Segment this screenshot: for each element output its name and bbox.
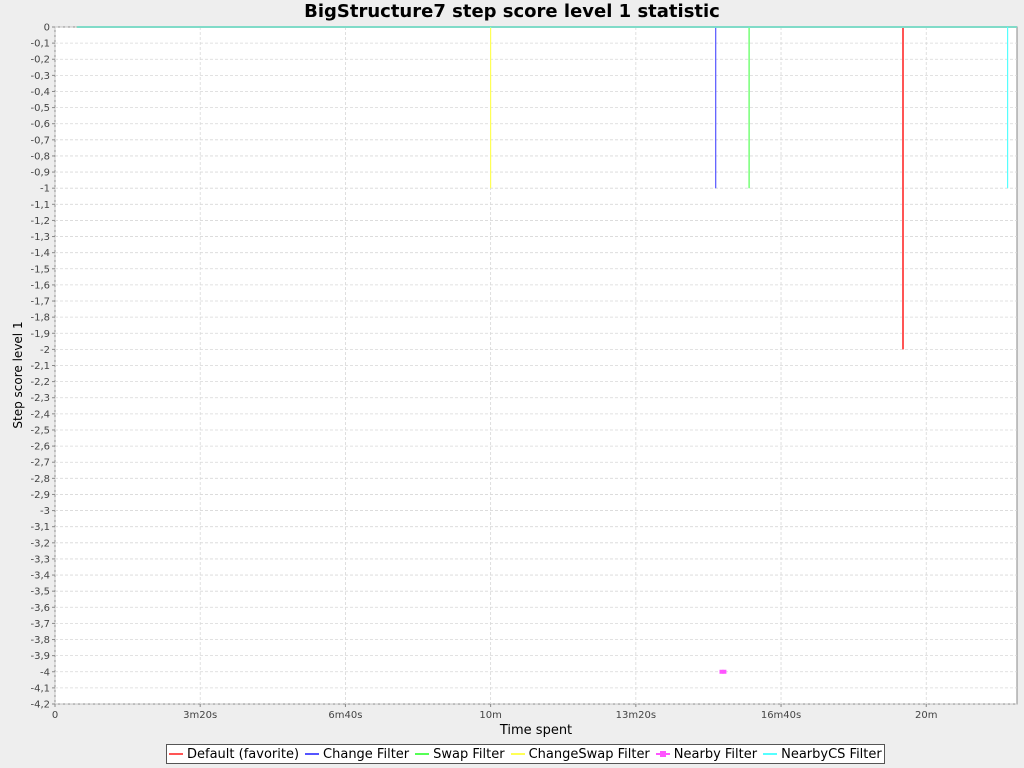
y-tick-label: -1,7 xyxy=(30,297,50,308)
y-tick-label: -0,5 xyxy=(30,103,50,114)
y-tick-label: -3,5 xyxy=(30,587,50,598)
legend-swatch xyxy=(305,753,320,755)
y-axis-ticks: 0 -0,1 -0,2 -0,3 -0,4 -0,5 -0,6 -0,7 -0,8 -0,9 -1 -… xyxy=(30,23,55,711)
y-tick-label: -0,4 xyxy=(30,87,50,98)
legend-item: Default (favorite) xyxy=(169,747,299,762)
y-tick-label: -3,8 xyxy=(30,635,50,646)
series-point xyxy=(722,669,727,674)
y-tick-label: -1,6 xyxy=(30,280,50,291)
legend-item: Nearby Filter xyxy=(655,746,758,762)
y-tick-label: -4,1 xyxy=(30,683,50,694)
y-tick-label: -1,9 xyxy=(30,329,50,340)
y-tick-label: -2,8 xyxy=(30,474,50,485)
legend-label: Default (favorite) xyxy=(187,746,300,762)
legend-swatch xyxy=(655,751,670,757)
legend-item: Change Filter xyxy=(305,747,409,762)
legend-swatch xyxy=(763,753,778,755)
x-tick-label: 6m40s xyxy=(328,710,362,721)
y-tick-label: -2,2 xyxy=(30,377,50,388)
chart-legend: Default (favorite) Change Filter Swap Filt… xyxy=(166,744,885,764)
legend-item: ChangeSwap Filter xyxy=(510,746,650,762)
y-tick-label: -2 xyxy=(40,345,50,356)
y-tick-label: -0,3 xyxy=(30,71,50,82)
y-tick-label: -1,3 xyxy=(30,232,50,243)
x-axis-ticks: 0 3m20s 6m40s 10m 13m20s 16m40s 20m xyxy=(52,704,937,721)
y-tick-label: -2,7 xyxy=(30,458,50,469)
legend-label: Swap Filter xyxy=(433,746,505,762)
y-tick-label: -2,6 xyxy=(30,442,50,453)
legend-swatch xyxy=(510,753,525,755)
y-tick-label: -0,7 xyxy=(30,135,50,146)
series-4 xyxy=(719,669,727,674)
y-tick-label: 0 xyxy=(44,23,50,34)
y-tick-label: -1,4 xyxy=(30,248,50,259)
x-tick-label: 3m20s xyxy=(183,710,217,721)
series-line xyxy=(76,26,1017,189)
series-5 xyxy=(76,26,1017,189)
y-tick-label: -0,6 xyxy=(30,119,50,130)
y-tick-label: -2,1 xyxy=(30,361,50,372)
y-tick-label: -3,3 xyxy=(30,554,50,565)
x-tick-label: 16m40s xyxy=(761,710,801,721)
y-tick-label: -0,9 xyxy=(30,168,50,179)
y-tick-label: -0,2 xyxy=(30,55,50,66)
legend-label: Nearby Filter xyxy=(673,746,758,762)
y-tick-label: -3,6 xyxy=(30,603,50,614)
x-tick-label: 20m xyxy=(915,710,937,721)
y-tick-label: -0,1 xyxy=(30,39,50,50)
y-axis-title: Step score level 1 xyxy=(11,321,25,428)
x-tick-label: 10m xyxy=(479,710,501,721)
y-tick-label: -2,5 xyxy=(30,425,50,436)
y-tick-label: -3 xyxy=(40,506,50,517)
y-tick-label: -3,9 xyxy=(30,651,50,662)
y-tick-label: -1 xyxy=(40,184,50,195)
y-tick-label: -1,1 xyxy=(30,200,50,211)
y-tick-label: -3,7 xyxy=(30,619,50,630)
legend-label: ChangeSwap Filter xyxy=(528,746,650,762)
y-tick-label: -3,2 xyxy=(30,538,50,549)
y-tick-label: -1,8 xyxy=(30,313,50,324)
legend-item: Swap Filter xyxy=(415,746,505,762)
chart-title: BigStructure7 step score level 1 statist… xyxy=(304,1,720,22)
x-tick-label: 13m20s xyxy=(616,710,656,721)
series-lines xyxy=(76,26,1017,674)
y-tick-label: -2,3 xyxy=(30,393,50,404)
legend-swatch xyxy=(415,753,430,755)
y-tick-label: -2,4 xyxy=(30,409,50,420)
y-tick-label: -3,1 xyxy=(30,522,50,533)
legend-item: NearbyCS Filter xyxy=(763,747,882,762)
grid-lines xyxy=(54,26,1017,705)
y-tick-label: -4 xyxy=(40,667,50,678)
legend-label: Change Filter xyxy=(323,746,410,762)
y-tick-label: -2,9 xyxy=(30,490,50,501)
y-tick-label: -1,2 xyxy=(30,216,50,227)
y-tick-label: -3,4 xyxy=(30,571,50,582)
y-tick-label: -0,8 xyxy=(30,151,50,162)
y-tick-label: -1,5 xyxy=(30,264,50,275)
chart-plot: 0 -0,1 -0,2 -0,3 -0,4 -0,5 -0,6 -0,7 -0,8 -0,9 -1 -… xyxy=(11,23,1018,738)
x-tick-label: 0 xyxy=(52,710,58,721)
x-axis-title: Time spent xyxy=(499,723,572,738)
y-tick-label: -4,2 xyxy=(30,700,50,711)
legend-swatch xyxy=(169,753,183,755)
legend-label: NearbyCS Filter xyxy=(781,746,882,762)
